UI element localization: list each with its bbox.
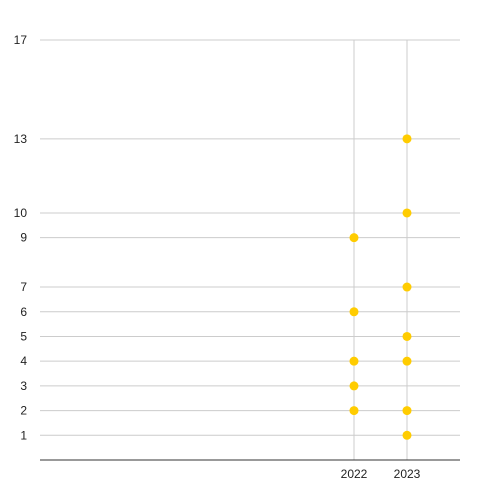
y-tick-label-1: 1 [20, 428, 27, 442]
data-point-2023-2[interactable] [402, 406, 412, 416]
data-points [349, 134, 412, 440]
x-tick-label-2023: 2023 [394, 467, 421, 481]
y-tick-label-4: 4 [20, 354, 27, 368]
data-point-2023-4[interactable] [402, 356, 412, 366]
data-point-2022-4[interactable] [349, 356, 359, 366]
x-axis-tick-labels: 2022 2023 [341, 467, 421, 481]
y-tick-label-17: 17 [14, 33, 28, 47]
y-gridlines [40, 39, 460, 436]
x-gridlines [353, 40, 408, 460]
y-tick-label-7: 7 [20, 280, 27, 294]
data-point-2022-2[interactable] [349, 406, 359, 416]
data-point-2023-10[interactable] [402, 208, 412, 218]
y-tick-label-3: 3 [20, 379, 27, 393]
data-point-2023-5[interactable] [402, 331, 412, 341]
data-point-2022-9[interactable] [349, 233, 359, 243]
data-point-2022-3[interactable] [349, 381, 359, 391]
y-tick-label-9: 9 [20, 231, 27, 245]
y-tick-label-6: 6 [20, 305, 27, 319]
data-point-2023-13[interactable] [402, 134, 412, 144]
y-tick-label-13: 13 [14, 132, 28, 146]
y-tick-label-5: 5 [20, 329, 27, 343]
data-point-2023-7[interactable] [402, 282, 412, 292]
y-axis-tick-labels: 1 2 3 4 5 6 7 9 10 13 17 [14, 33, 28, 442]
x-tick-label-2022: 2022 [341, 467, 368, 481]
y-tick-label-2: 2 [20, 404, 27, 418]
y-tick-label-10: 10 [14, 206, 28, 220]
data-point-2022-6[interactable] [349, 307, 359, 317]
data-point-2023-1[interactable] [402, 430, 412, 440]
